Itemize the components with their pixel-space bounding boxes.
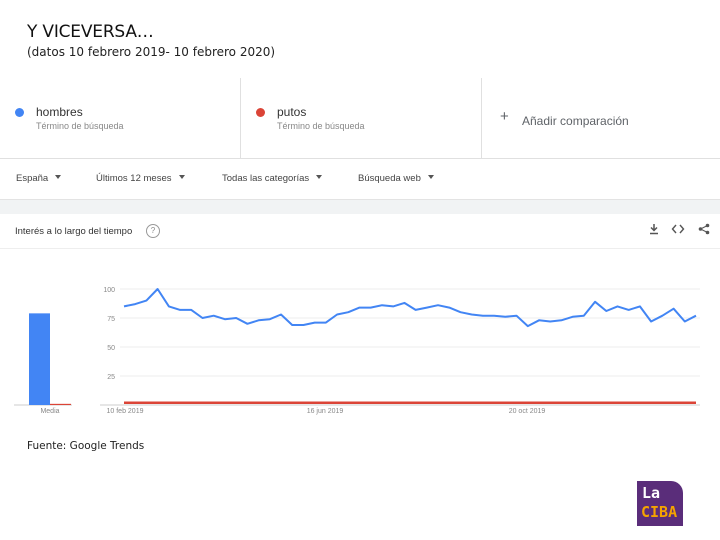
source-caption: Fuente: Google Trends xyxy=(27,440,145,452)
term-type: Término de búsqueda xyxy=(36,121,124,131)
period-label: Últimos 12 meses xyxy=(96,173,172,184)
y-tick-label: 100 xyxy=(103,287,115,294)
y-tick-label: 25 xyxy=(107,374,115,381)
x-tick-label: 10 feb 2019 xyxy=(107,408,144,415)
term-card-putos[interactable]: putos Término de búsqueda xyxy=(241,78,482,158)
caret-down-icon xyxy=(316,175,323,179)
region-label: España xyxy=(16,173,49,184)
term-type: Término de búsqueda xyxy=(277,121,365,131)
series-line-hombres xyxy=(123,288,697,328)
x-tick-label: 20 oct 2019 xyxy=(509,408,546,415)
period-dropdown[interactable]: Últimos 12 meses xyxy=(96,173,185,184)
plus-icon: + xyxy=(500,108,509,125)
average-label: Media xyxy=(40,408,59,415)
embed-icon[interactable] xyxy=(671,223,685,237)
section-divider xyxy=(0,199,720,214)
share-icon[interactable] xyxy=(697,223,711,237)
term-card-hombres[interactable]: hombres Término de búsqueda xyxy=(0,78,241,158)
average-bar xyxy=(29,313,50,405)
interest-over-time-chart: 100 75 50 25 Media 10 feb 2019 16 jun 2019 20… xyxy=(14,287,700,415)
term-name: putos xyxy=(277,105,307,119)
average-bar xyxy=(50,403,71,405)
filter-bar: España Últimos 12 meses Todas las catego… xyxy=(0,159,720,199)
category-dropdown[interactable]: Todas las categorías xyxy=(222,173,323,184)
add-comparison-label: Añadir comparación xyxy=(522,114,629,128)
help-icon[interactable]: ? xyxy=(146,224,160,238)
series-color-dot xyxy=(256,108,265,117)
la-ciba-logo: La CIBA xyxy=(637,481,683,526)
comparison-terms: hombres Término de búsqueda putos Términ… xyxy=(0,78,720,159)
logo-line-2: CIBA xyxy=(641,503,678,521)
region-dropdown[interactable]: España xyxy=(16,173,62,184)
search-type-label: Búsqueda web xyxy=(358,173,421,184)
google-trends-screenshot: hombres Término de búsqueda putos Términ… xyxy=(0,78,720,410)
logo-line-1: La xyxy=(642,484,661,502)
card-title: Interés a lo largo del tiempo xyxy=(15,226,133,237)
search-type-dropdown[interactable]: Búsqueda web xyxy=(358,173,434,184)
y-tick-label: 75 xyxy=(107,316,115,323)
category-label: Todas las categorías xyxy=(222,173,310,184)
add-comparison-button[interactable]: + Añadir comparación xyxy=(482,78,720,158)
caret-down-icon xyxy=(55,175,62,179)
term-name: hombres xyxy=(36,105,83,119)
download-icon[interactable] xyxy=(647,223,661,237)
slide-title: Y VICEVERSA… xyxy=(27,22,154,42)
caret-down-icon xyxy=(427,175,434,179)
slide-subtitle: (datos 10 febrero 2019- 10 febrero 2020) xyxy=(27,45,276,59)
caret-down-icon xyxy=(178,175,185,179)
x-tick-label: 16 jun 2019 xyxy=(307,408,344,415)
series-color-dot xyxy=(15,108,24,117)
y-tick-label: 50 xyxy=(107,345,115,352)
interest-card-header: Interés a lo largo del tiempo ? xyxy=(0,214,720,249)
